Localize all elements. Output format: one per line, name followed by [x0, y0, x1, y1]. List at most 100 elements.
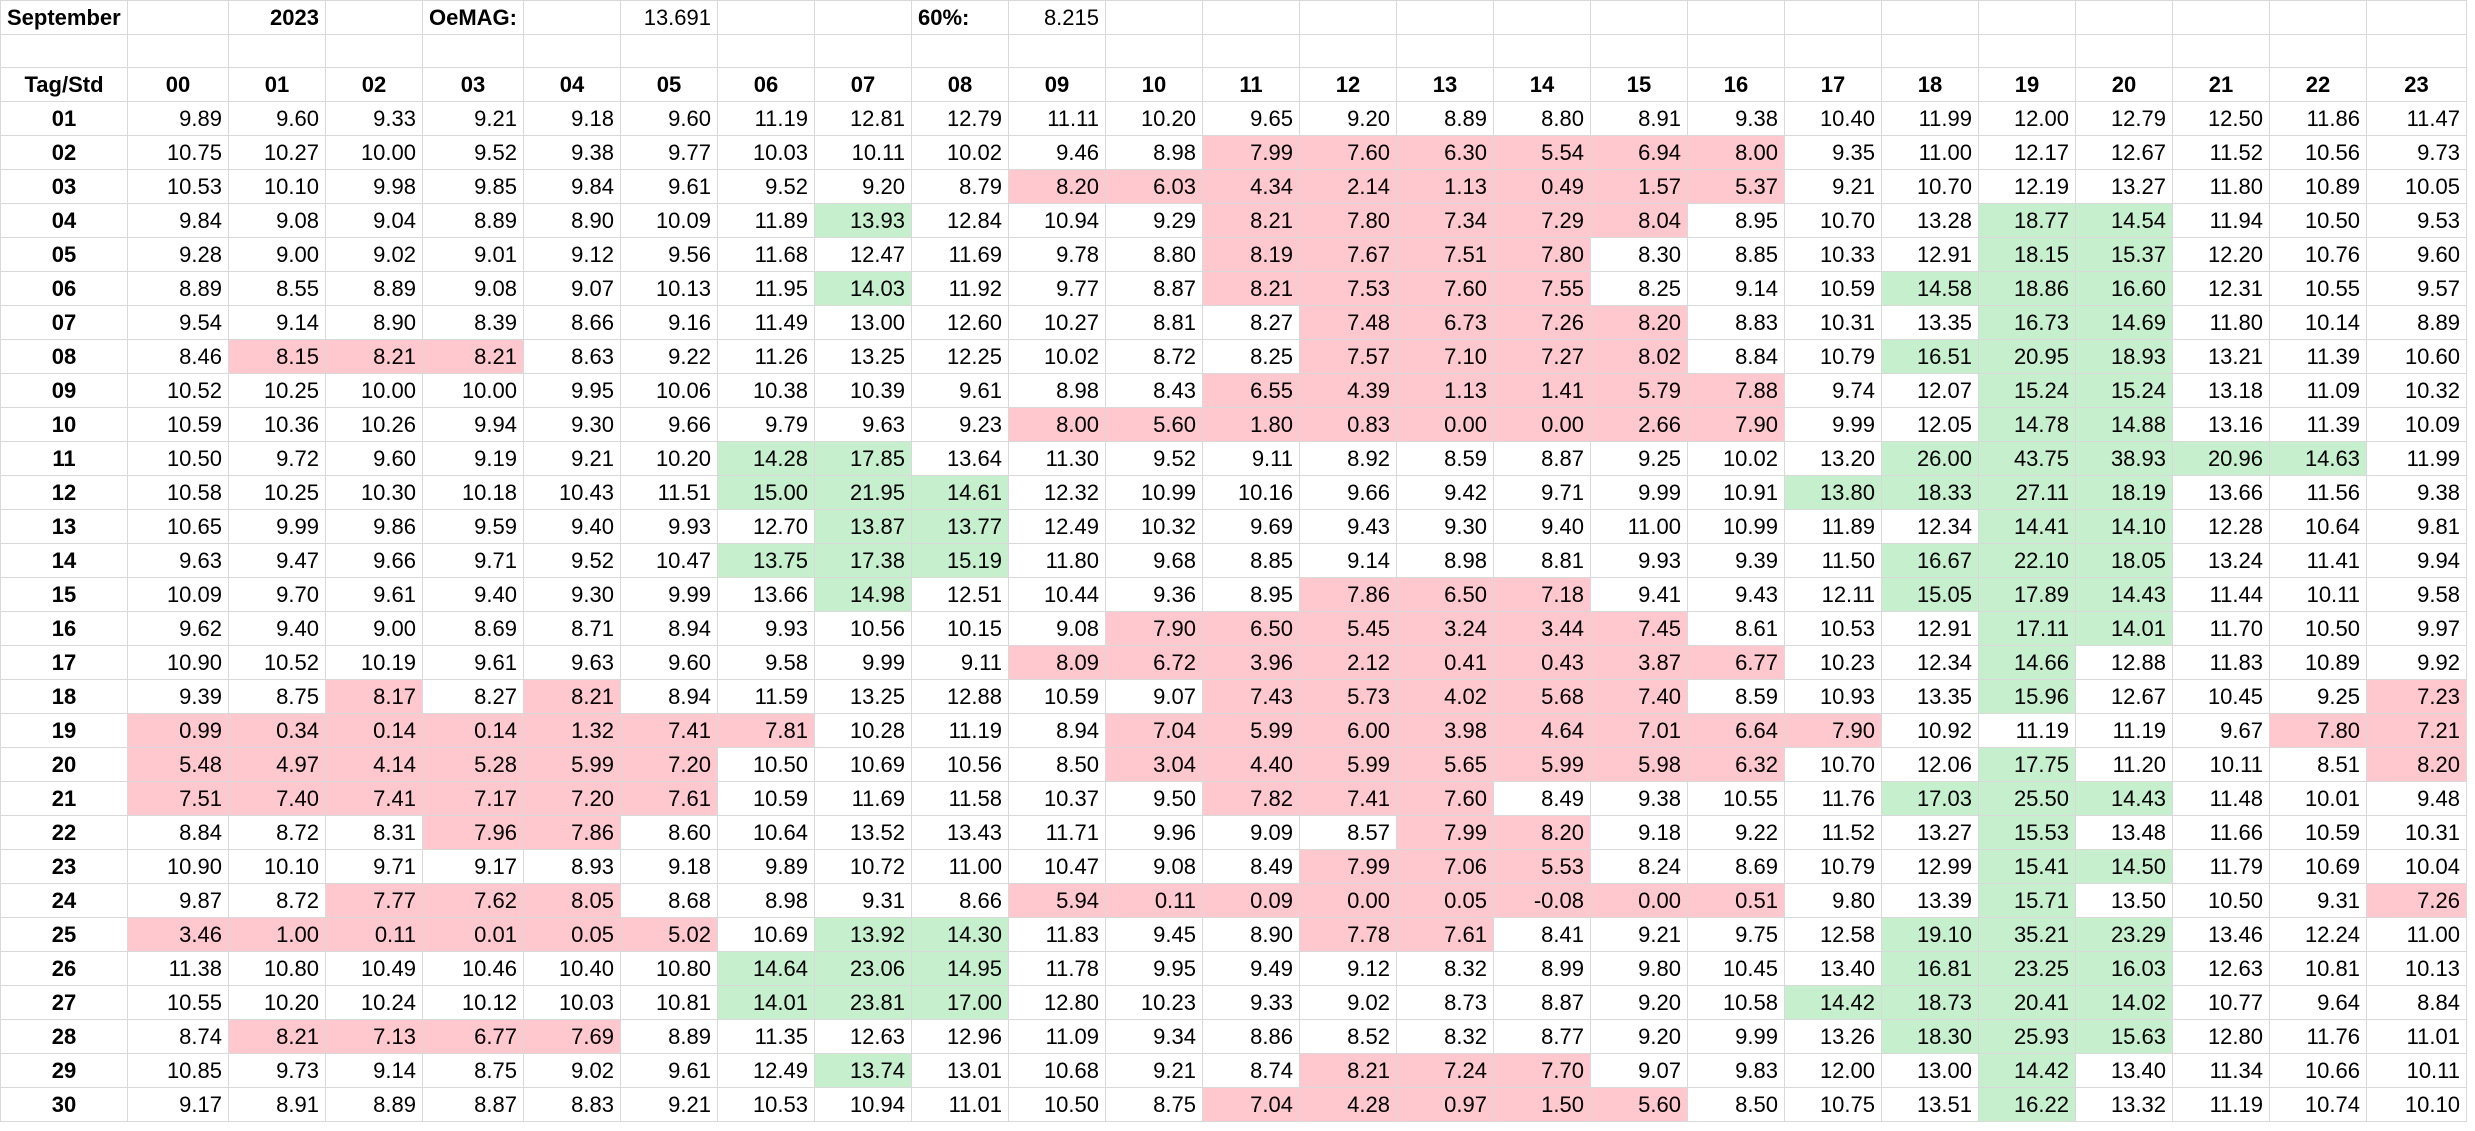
price-cell[interactable]: 9.99	[620, 577, 718, 612]
price-cell[interactable]: 8.98	[1008, 373, 1106, 408]
price-cell[interactable]: 8.21	[523, 679, 621, 714]
price-cell[interactable]: 8.20	[1493, 815, 1591, 850]
price-cell[interactable]: 14.88	[2075, 407, 2173, 442]
price-cell[interactable]: 8.15	[228, 339, 326, 374]
price-cell[interactable]: 9.43	[1687, 577, 1785, 612]
price-cell[interactable]: 12.99	[1881, 849, 1979, 884]
price-cell[interactable]: 0.99	[127, 713, 229, 748]
price-cell[interactable]: 13.51	[1881, 1087, 1979, 1122]
empty-cell[interactable]	[1687, 34, 1785, 68]
price-cell[interactable]: 8.89	[325, 1087, 423, 1122]
price-cell[interactable]: 12.17	[1978, 135, 2076, 170]
price-cell[interactable]: 9.08	[422, 271, 524, 306]
price-cell[interactable]: 3.46	[127, 917, 229, 952]
price-cell[interactable]: 10.66	[2269, 1053, 2367, 1088]
price-cell[interactable]: 12.51	[911, 577, 1009, 612]
price-cell[interactable]: 9.52	[523, 543, 621, 578]
price-cell[interactable]: 8.91	[228, 1087, 326, 1122]
price-cell[interactable]: 9.63	[523, 645, 621, 680]
price-cell[interactable]: 27.11	[1978, 475, 2076, 510]
price-cell[interactable]: 10.03	[523, 985, 621, 1020]
price-cell[interactable]: 7.78	[1299, 917, 1397, 952]
price-cell[interactable]: 1.57	[1590, 169, 1688, 204]
price-cell[interactable]: 15.24	[1978, 373, 2076, 408]
price-cell[interactable]: 8.85	[1202, 543, 1300, 578]
empty-cell[interactable]	[2075, 0, 2173, 35]
price-cell[interactable]: 8.21	[1299, 1053, 1397, 1088]
price-cell[interactable]: 10.20	[620, 441, 718, 476]
price-cell[interactable]: 8.09	[1008, 645, 1106, 680]
price-cell[interactable]: 8.74	[1202, 1053, 1300, 1088]
price-cell[interactable]: 8.87	[1493, 441, 1591, 476]
price-cell[interactable]: 10.02	[911, 135, 1009, 170]
price-cell[interactable]: 9.61	[620, 169, 718, 204]
price-cell[interactable]: 12.25	[911, 339, 1009, 374]
price-cell[interactable]: 15.53	[1978, 815, 2076, 850]
price-cell[interactable]: 7.24	[1396, 1053, 1494, 1088]
price-cell[interactable]: 10.27	[1008, 305, 1106, 340]
price-cell[interactable]: 9.89	[717, 849, 815, 884]
price-cell[interactable]: 13.48	[2075, 815, 2173, 850]
price-cell[interactable]: 12.81	[814, 101, 912, 136]
price-cell[interactable]: 10.10	[228, 169, 326, 204]
day-header-cell[interactable]: 26	[0, 951, 128, 986]
price-cell[interactable]: 13.20	[1784, 441, 1882, 476]
price-cell[interactable]: 8.21	[1202, 271, 1300, 306]
price-cell[interactable]: 10.55	[127, 985, 229, 1020]
price-cell[interactable]: 9.62	[127, 611, 229, 646]
price-cell[interactable]: 8.20	[1008, 169, 1106, 204]
price-cell[interactable]: 9.93	[717, 611, 815, 646]
price-cell[interactable]: 9.20	[1590, 1019, 1688, 1054]
price-cell[interactable]: 14.95	[911, 951, 1009, 986]
price-cell[interactable]: 10.99	[1105, 475, 1203, 510]
price-cell[interactable]: 10.81	[2269, 951, 2367, 986]
price-cell[interactable]: 0.14	[422, 713, 524, 748]
price-cell[interactable]: 3.04	[1105, 747, 1203, 782]
price-cell[interactable]: 10.53	[1784, 611, 1882, 646]
pct-label-cell[interactable]: 60%:	[911, 0, 1009, 35]
price-cell[interactable]: 15.00	[717, 475, 815, 510]
price-cell[interactable]: 0.00	[1590, 883, 1688, 918]
price-cell[interactable]: 13.66	[717, 577, 815, 612]
day-header-cell[interactable]: 14	[0, 543, 128, 578]
price-cell[interactable]: 11.09	[2269, 373, 2367, 408]
price-cell[interactable]: 10.60	[2366, 339, 2467, 374]
price-cell[interactable]: 10.02	[1008, 339, 1106, 374]
price-cell[interactable]: 11.00	[1881, 135, 1979, 170]
price-cell[interactable]: 14.66	[1978, 645, 2076, 680]
price-cell[interactable]: 8.31	[325, 815, 423, 850]
price-cell[interactable]: 11.50	[1784, 543, 1882, 578]
price-cell[interactable]: 26.00	[1881, 441, 1979, 476]
price-cell[interactable]: 9.57	[2366, 271, 2467, 306]
price-cell[interactable]: 7.86	[1299, 577, 1397, 612]
price-cell[interactable]: 9.72	[228, 441, 326, 476]
price-cell[interactable]: 10.74	[2269, 1087, 2367, 1122]
price-cell[interactable]: 8.49	[1493, 781, 1591, 816]
price-cell[interactable]: 5.37	[1687, 169, 1785, 204]
price-cell[interactable]: 8.02	[1590, 339, 1688, 374]
price-cell[interactable]: 14.63	[2269, 441, 2367, 476]
price-cell[interactable]: 8.55	[228, 271, 326, 306]
price-cell[interactable]: 10.13	[2366, 951, 2467, 986]
price-cell[interactable]: 10.50	[1008, 1087, 1106, 1122]
price-cell[interactable]: 10.91	[1687, 475, 1785, 510]
price-cell[interactable]: 10.70	[1784, 747, 1882, 782]
price-cell[interactable]: 10.56	[2269, 135, 2367, 170]
price-cell[interactable]: 8.83	[1687, 305, 1785, 340]
price-cell[interactable]: 3.44	[1493, 611, 1591, 646]
price-cell[interactable]: 8.75	[422, 1053, 524, 1088]
price-cell[interactable]: 12.31	[2172, 271, 2270, 306]
price-cell[interactable]: 11.09	[1008, 1019, 1106, 1054]
empty-cell[interactable]	[127, 34, 229, 68]
price-cell[interactable]: 7.82	[1202, 781, 1300, 816]
price-cell[interactable]: 11.83	[2172, 645, 2270, 680]
price-cell[interactable]: 10.52	[228, 645, 326, 680]
price-cell[interactable]: 8.30	[1590, 237, 1688, 272]
empty-cell[interactable]	[620, 34, 718, 68]
price-cell[interactable]: 7.29	[1493, 203, 1591, 238]
price-cell[interactable]: 11.80	[2172, 169, 2270, 204]
price-cell[interactable]: 7.55	[1493, 271, 1591, 306]
price-cell[interactable]: 7.48	[1299, 305, 1397, 340]
price-cell[interactable]: 14.61	[911, 475, 1009, 510]
price-cell[interactable]: 14.69	[2075, 305, 2173, 340]
